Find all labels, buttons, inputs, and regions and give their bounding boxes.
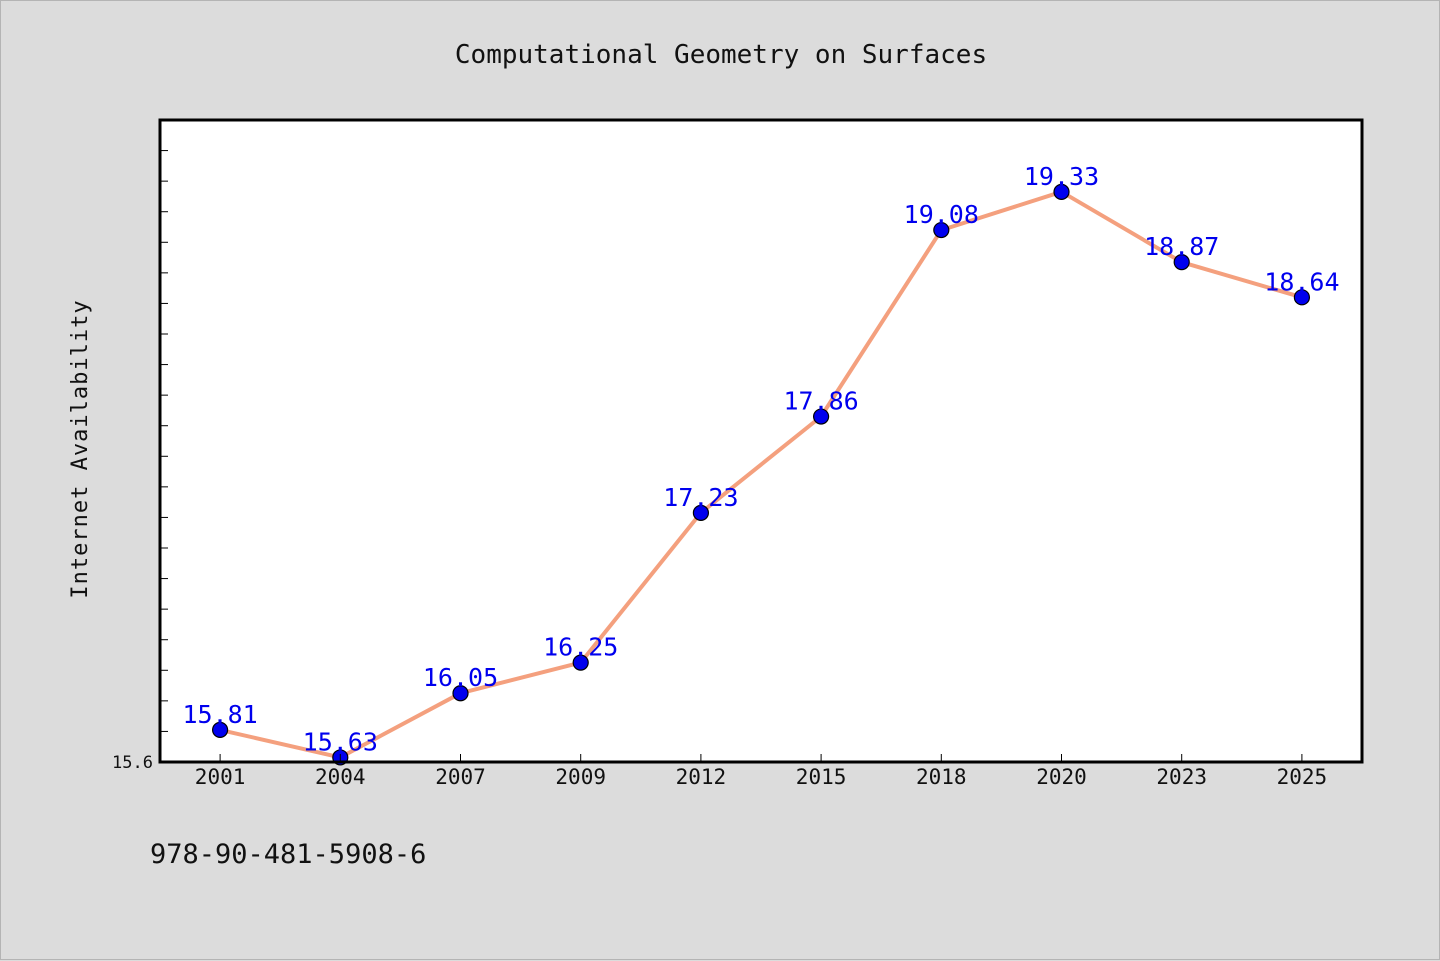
data-point	[212, 721, 229, 739]
data-point	[1173, 254, 1190, 271]
x-tick-label: 2001	[195, 765, 246, 789]
chart-title: Computational Geometry on Surfaces	[455, 40, 987, 70]
plot-area	[160, 120, 1362, 762]
data-point	[452, 685, 469, 702]
data-label: 19.33	[1024, 162, 1099, 191]
data-label: 18.64	[1264, 267, 1339, 296]
x-tick-label: 2015	[796, 765, 847, 789]
y-tick-label: 15.6	[112, 753, 153, 773]
data-point	[572, 654, 589, 671]
data-label: 15.63	[303, 727, 378, 756]
data-point	[933, 221, 950, 239]
data-label: 18.87	[1144, 232, 1219, 261]
data-label: 17.86	[783, 387, 858, 416]
data-point	[1293, 289, 1311, 306]
x-tick-label: 2018	[916, 765, 967, 789]
data-point	[1053, 183, 1070, 200]
data-label: 15.81	[182, 700, 257, 729]
series-line	[218, 189, 1304, 760]
footer-isbn: 978-90-481-5908-6	[150, 839, 426, 870]
y-axis-label: Internet Availability	[68, 299, 93, 598]
x-tick-label: 2012	[676, 765, 727, 789]
x-tick-label: 2025	[1277, 765, 1328, 789]
data-point	[692, 504, 710, 521]
data-point	[812, 408, 830, 425]
x-axis-ticks: 2001 2004 2007 2009 2012 2015 2018 2020 2023 2025	[195, 754, 1327, 789]
x-tick-label: 2020	[1036, 765, 1087, 789]
data-label: 19.08	[904, 200, 979, 229]
plot-frame	[158, 118, 1364, 764]
data-points: 15.81 15.63 16.05 16.25 17.23 17.86 19.08 19.33…	[182, 162, 1340, 766]
x-tick-label: 2009	[555, 765, 606, 789]
x-tick-label: 2004	[315, 765, 366, 789]
data-label: 16.25	[543, 633, 618, 662]
x-tick-label: 2007	[435, 765, 486, 789]
x-tick-label: 2023	[1156, 765, 1207, 789]
data-label: 17.23	[663, 483, 738, 512]
data-label: 16.05	[423, 663, 498, 692]
